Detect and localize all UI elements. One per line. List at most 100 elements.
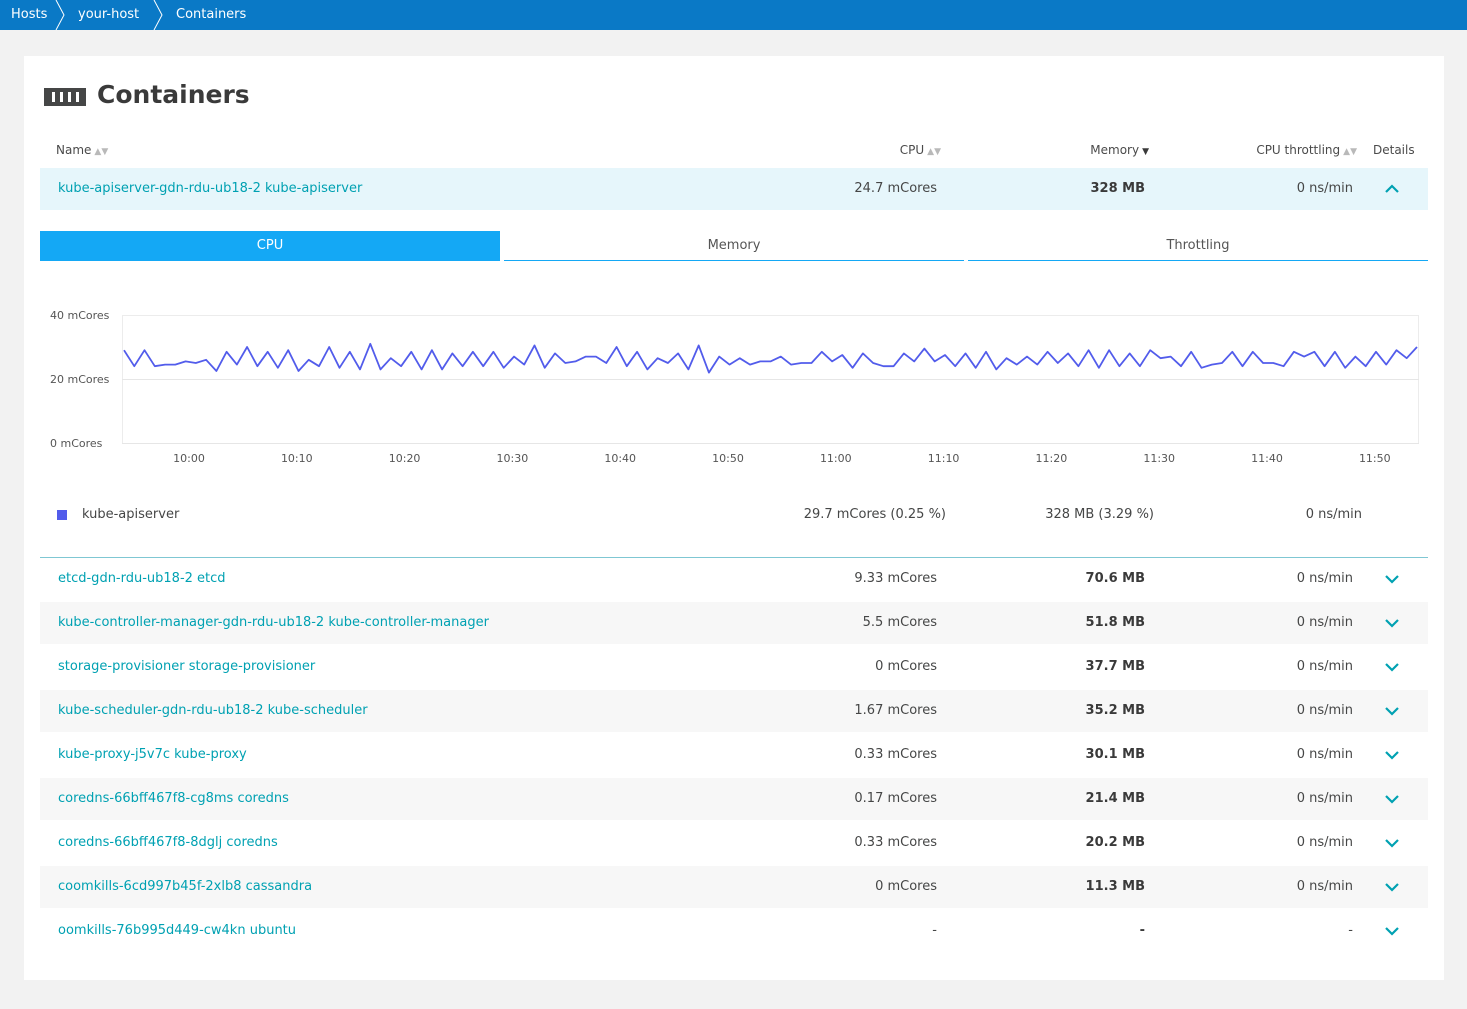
chevron-down-icon[interactable]	[1384, 793, 1400, 805]
table-row[interactable]: kube-apiserver-gdn-rdu-ub18-2 kube-apise…	[40, 168, 1428, 210]
throttling-value: 0 ns/min	[1296, 879, 1353, 894]
breadcrumb-hosts[interactable]: Hosts	[11, 7, 48, 22]
cpu-value: 5.5 mCores	[862, 615, 937, 630]
table-row[interactable]: etcd-gdn-rdu-ub18-2 etcd 9.33 mCores 70.…	[40, 558, 1428, 600]
x-tick-label: 10:00	[173, 452, 205, 465]
cpu-value: -	[932, 923, 937, 938]
memory-value: 51.8 MB	[1085, 615, 1145, 630]
series-line	[123, 342, 1418, 374]
memory-value: 30.1 MB	[1085, 747, 1145, 762]
container-name-link[interactable]: coredns-66bff467f8-8dglj coredns	[58, 835, 278, 850]
container-name-link[interactable]: oomkills-76b995d449-cw4kn ubuntu	[58, 923, 297, 938]
chevron-down-icon[interactable]	[1384, 881, 1400, 893]
legend-throttling-value: 0 ns/min	[1305, 507, 1362, 522]
x-tick-label: 11:30	[1143, 452, 1176, 465]
page-title: Containers	[97, 80, 250, 109]
memory-value: 11.3 MB	[1085, 879, 1145, 894]
container-name-link[interactable]: coomkills-6cd997b45f-2xlb8 cassandra	[58, 879, 313, 894]
x-tick-label: 11:20	[1035, 452, 1068, 465]
cpu-value: 9.33 mCores	[854, 571, 937, 586]
table-row[interactable]: storage-provisioner storage-provisioner …	[40, 646, 1428, 688]
memory-value: 328 MB	[1090, 181, 1145, 196]
memory-value: 20.2 MB	[1085, 835, 1145, 850]
x-tick-label: 10:10	[280, 452, 313, 465]
chevron-down-icon[interactable]	[1384, 837, 1400, 849]
memory-value: 35.2 MB	[1085, 703, 1145, 718]
column-header-memory[interactable]: Memory ▼	[1090, 143, 1149, 157]
table-row[interactable]: coredns-66bff467f8-8dglj coredns 0.33 mC…	[40, 822, 1428, 864]
y-tick-label: 40 mCores	[50, 309, 110, 322]
table-row[interactable]: kube-controller-manager-gdn-rdu-ub18-2 k…	[40, 602, 1428, 644]
x-tick-label: 11:00	[819, 452, 852, 465]
x-tick-label: 10:20	[388, 452, 421, 465]
tab-cpu[interactable]: CPU	[40, 231, 500, 261]
cpu-value: 0 mCores	[875, 659, 937, 674]
containers-panel	[24, 56, 1444, 980]
table-row[interactable]: kube-scheduler-gdn-rdu-ub18-2 kube-sched…	[40, 690, 1428, 732]
sort-icon: ▲▼	[927, 147, 941, 157]
throttling-value: -	[1348, 923, 1353, 938]
column-header-label: CPU throttling	[1256, 143, 1341, 157]
legend-cpu-value: 29.7 mCores (0.25 %)	[803, 507, 946, 522]
tab-throttling[interactable]: Throttling	[968, 231, 1428, 261]
column-header-name[interactable]: Name ▲▼	[56, 143, 108, 157]
chevron-down-icon[interactable]	[1384, 749, 1400, 761]
x-tick-label: 10:50	[712, 452, 744, 465]
table-row[interactable]: oomkills-76b995d449-cw4kn ubuntu - - -	[40, 910, 1428, 952]
throttling-value: 0 ns/min	[1296, 659, 1353, 674]
cpu-value: 0 mCores	[875, 879, 937, 894]
x-tick-label: 10:30	[496, 452, 529, 465]
throttling-value: 0 ns/min	[1296, 835, 1353, 850]
x-tick-label: 11:10	[927, 452, 960, 465]
tab-memory[interactable]: Memory	[504, 231, 964, 261]
column-header-label: Name	[56, 143, 92, 157]
legend-memory-value: 328 MB (3.29 %)	[1045, 507, 1154, 522]
breadcrumb: Hosts your-host Containers	[0, 0, 1467, 30]
memory-value: 37.7 MB	[1085, 659, 1145, 674]
container-name-link[interactable]: coredns-66bff467f8-cg8ms coredns	[58, 791, 289, 806]
chevron-down-icon[interactable]	[1384, 925, 1400, 937]
throttling-value: 0 ns/min	[1296, 615, 1353, 630]
cpu-value: 0.33 mCores	[854, 747, 937, 762]
table-row[interactable]: kube-proxy-j5v7c kube-proxy 0.33 mCores …	[40, 734, 1428, 776]
table-row[interactable]: coredns-66bff467f8-cg8ms coredns 0.17 mC…	[40, 778, 1428, 820]
sort-icon: ▲▼	[94, 147, 109, 157]
sort-icon: ▲▼	[1343, 147, 1357, 157]
cpu-value: 0.17 mCores	[854, 791, 937, 806]
column-header-label: CPU	[899, 143, 925, 157]
cpu-value: 1.67 mCores	[854, 703, 937, 718]
cpu-value: 24.7 mCores	[854, 181, 937, 196]
memory-value: -	[1139, 923, 1145, 938]
breadcrumb-containers[interactable]: Containers	[176, 7, 247, 22]
column-header-cpu-throttling[interactable]: CPU throttling ▲▼	[1256, 143, 1357, 157]
y-tick-label: 20 mCores	[50, 373, 110, 386]
container-name-link[interactable]: kube-controller-manager-gdn-rdu-ub18-2 k…	[58, 615, 489, 630]
y-tick-label: 0 mCores	[50, 437, 103, 450]
throttling-value: 0 ns/min	[1296, 747, 1353, 762]
breadcrumb-separator-icon	[55, 0, 65, 30]
chevron-down-icon[interactable]	[1384, 573, 1400, 585]
chevron-down-icon[interactable]	[1384, 617, 1400, 629]
container-name-link[interactable]: etcd-gdn-rdu-ub18-2 etcd	[58, 571, 226, 586]
container-name-link[interactable]: kube-apiserver-gdn-rdu-ub18-2 kube-apise…	[58, 181, 363, 196]
memory-value: 21.4 MB	[1085, 791, 1145, 806]
breadcrumb-separator-icon	[153, 0, 163, 30]
chevron-down-icon[interactable]	[1384, 705, 1400, 717]
x-tick-label: 11:40	[1251, 452, 1283, 465]
container-name-link[interactable]: kube-proxy-j5v7c kube-proxy	[58, 747, 247, 762]
breadcrumb-host[interactable]: your-host	[78, 7, 140, 22]
cpu-value: 0.33 mCores	[854, 835, 937, 850]
cpu-chart	[122, 315, 1419, 444]
detail-divider	[40, 557, 1428, 558]
x-tick-label: 11:50	[1358, 452, 1391, 465]
chevron-up-icon[interactable]	[1384, 183, 1400, 195]
table-row[interactable]: coomkills-6cd997b45f-2xlb8 cassandra 0 m…	[40, 866, 1428, 908]
column-header-cpu[interactable]: CPU ▲▼	[900, 143, 941, 157]
throttling-value: 0 ns/min	[1296, 181, 1353, 196]
chevron-down-icon[interactable]	[1384, 661, 1400, 673]
throttling-value: 0 ns/min	[1296, 703, 1353, 718]
series-color-swatch	[57, 510, 67, 520]
container-name-link[interactable]: kube-scheduler-gdn-rdu-ub18-2 kube-sched…	[58, 703, 368, 718]
container-name-link[interactable]: storage-provisioner storage-provisioner	[58, 659, 316, 674]
throttling-value: 0 ns/min	[1296, 791, 1353, 806]
